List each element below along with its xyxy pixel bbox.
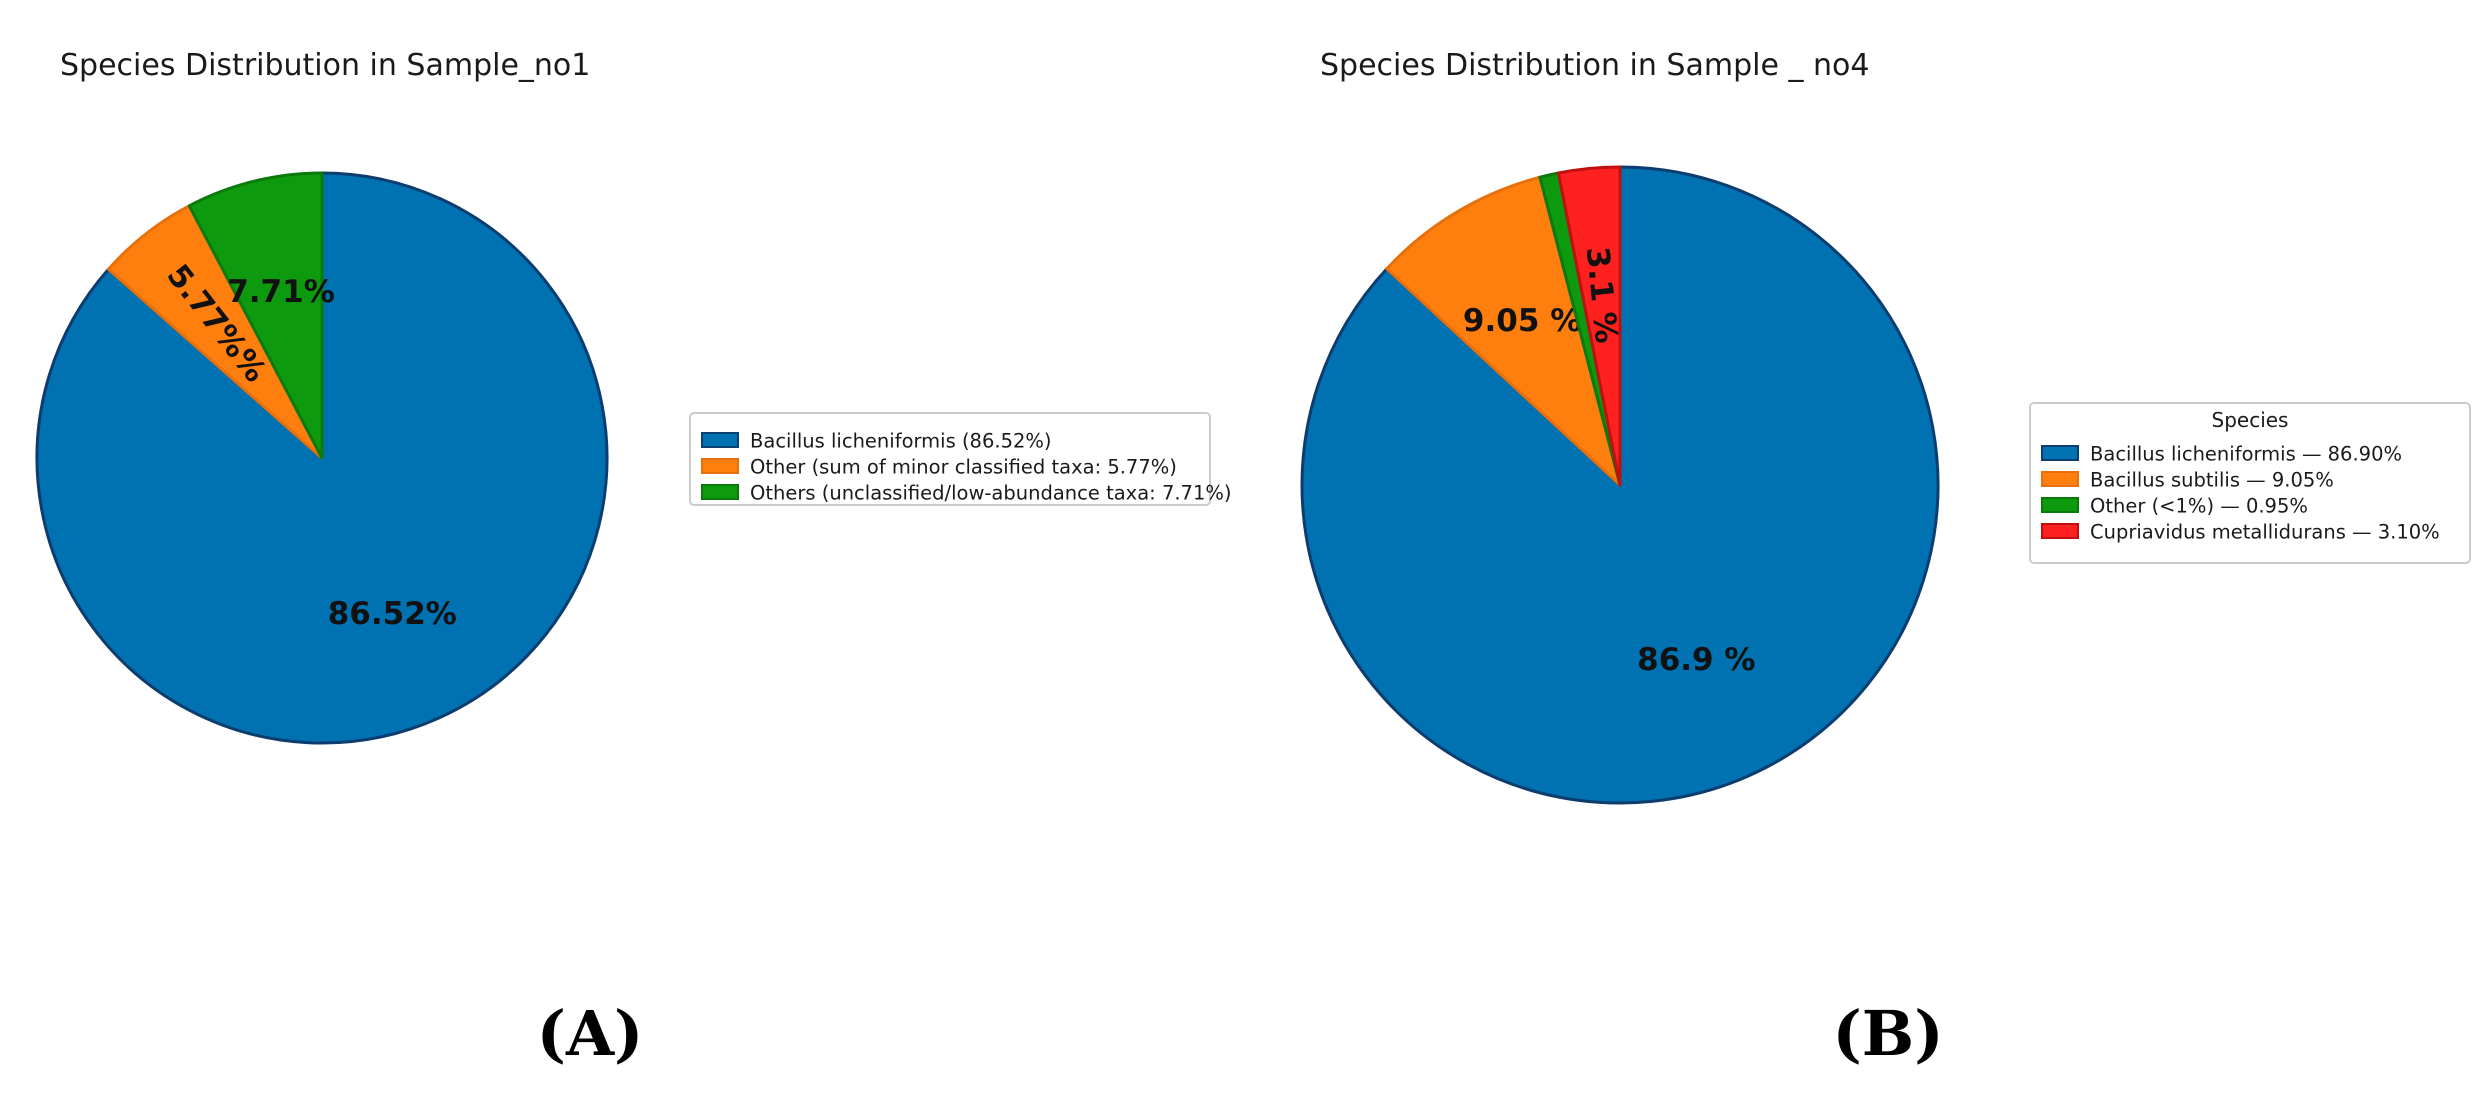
legend-swatch-others-unclassified-low-abundance-taxa: [701, 484, 739, 500]
legend-swatch-bacillus-licheniformis: [2041, 445, 2079, 461]
slice-label-bacillus-licheniformis: 86.52%: [328, 596, 457, 632]
legend-frame: [689, 412, 1211, 506]
legend-frame: [2029, 402, 2471, 564]
panel-label-b: (B): [1832, 997, 1943, 1070]
legend-entry-other-sum-of-minor-classified-taxa: Other (sum of minor classified taxa: 5.7…: [750, 456, 1177, 479]
slice-label-bacillus-subtilis: 9.05 %: [1463, 303, 1581, 339]
legend-entry-cupriavidus-metallidurans: Cupriavidus metallidurans — 3.10%: [2090, 521, 2440, 544]
panel-a: Species Distribution in Sample_no1 86.52…: [35, 48, 1232, 1070]
legend-swatch-bacillus-licheniformis: [701, 432, 739, 448]
legend-entry-bacillus-licheniformis: Bacillus licheniformis — 86.90%: [2090, 443, 2402, 466]
legend-swatch-cupriavidus-metallidurans: [2041, 523, 2079, 539]
legend-b: Species Bacillus licheniformis — 86.90% Ba…: [2029, 402, 2471, 564]
legend-a: Bacillus licheniformis (86.52%) Other (su…: [689, 412, 1232, 506]
pie-slice-others-unclassified-low-abundance-taxa: [187, 171, 324, 460]
legend-entry-bacillus-licheniformis: Bacillus licheniformis (86.52%): [750, 430, 1052, 453]
legend-swatch-bacillus-subtilis: [2041, 471, 2079, 487]
legend-entry-other-1: Other (<1%) — 0.95%: [2090, 495, 2308, 518]
legend-title: Species: [2212, 408, 2289, 432]
panel-b: Species Distribution in Sample _ no4 86.…: [1300, 48, 2471, 1070]
pie-chart-a: 86.52%5.77%%7.71%: [35, 171, 609, 745]
legend-swatch-other-sum-of-minor-classified-taxa: [701, 458, 739, 474]
legend-swatch-other-1: [2041, 497, 2079, 513]
pie-slice-cupriavidus-metallidurans: [1556, 165, 1622, 487]
chart-title-a: Species Distribution in Sample_no1: [60, 48, 590, 83]
slice-label-others-unclassified-low-abundance-taxa: 7.71%: [227, 274, 335, 310]
chart-title-b: Species Distribution in Sample _ no4: [1320, 48, 1869, 83]
panel-label-a: (A): [537, 997, 644, 1070]
pie-chart-b: 86.9 %9.05 %3.1 %: [1300, 165, 1940, 805]
pie-slice-bacillus-subtilis: [1385, 175, 1622, 487]
legend-entry-bacillus-subtilis: Bacillus subtilis — 9.05%: [2090, 469, 2334, 492]
legend-entry-others-unclassified-low-abundance-taxa: Others (unclassified/low-abundance taxa:…: [750, 482, 1232, 505]
slice-label-bacillus-licheniformis: 86.9 %: [1637, 642, 1755, 678]
